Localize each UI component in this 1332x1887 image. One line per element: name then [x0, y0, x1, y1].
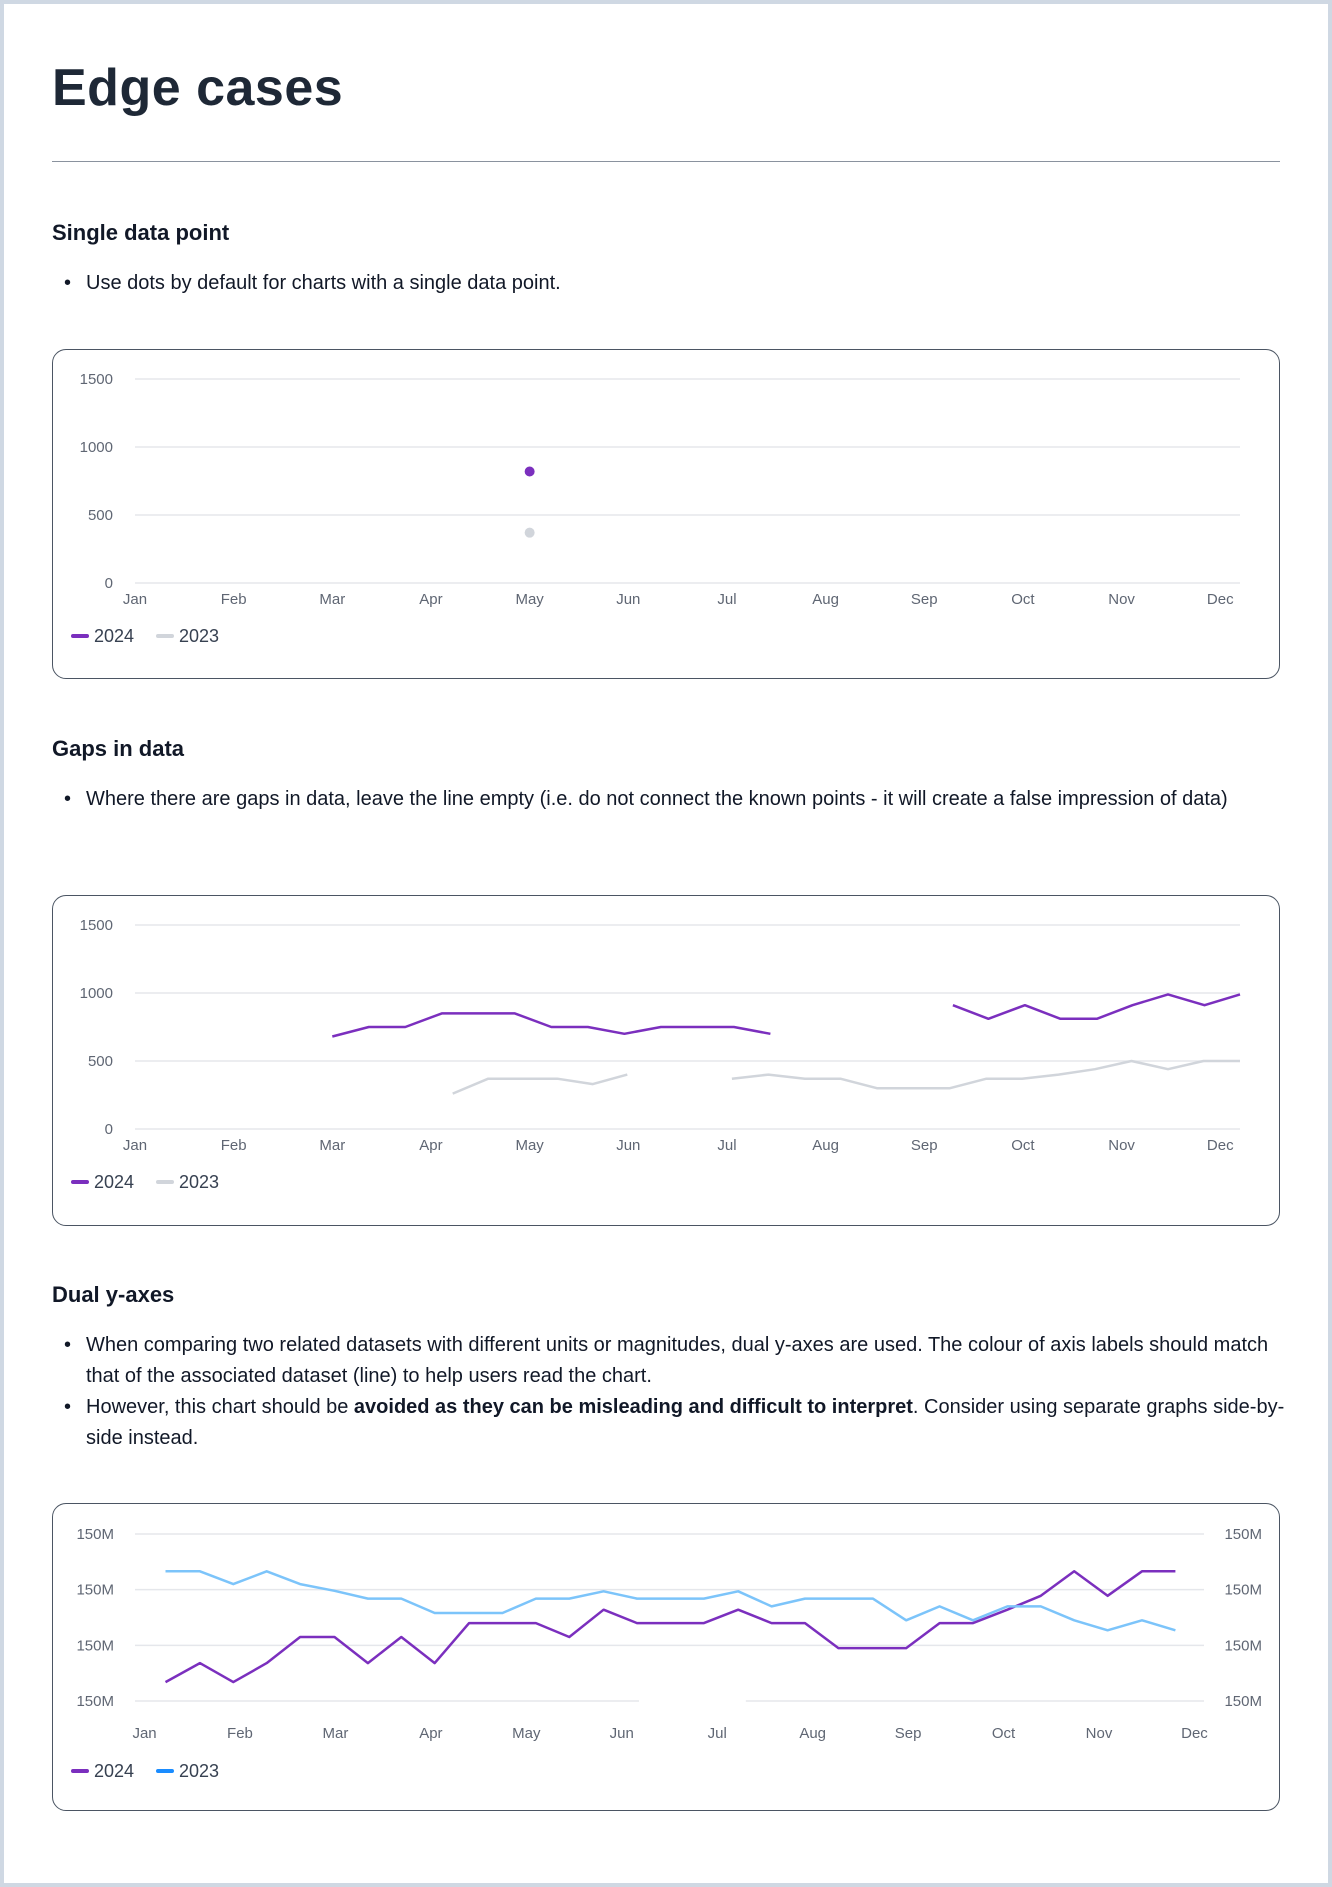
gaps-bullets: Where there are gaps in data, leave the … — [52, 784, 1292, 815]
legend-label: 2024 — [94, 1172, 134, 1192]
legend-item-2024: 2024 — [71, 1172, 134, 1192]
x-tick-label: Jan — [132, 1725, 156, 1742]
x-tick-label: Jan — [123, 591, 147, 608]
bullet: When comparing two related datasets with… — [52, 1330, 1292, 1392]
x-tick-label: Jun — [616, 591, 640, 608]
legend-item-2024: 2024 — [71, 626, 134, 646]
chart-svg: 0 500 1000 1500 Jan Feb Mar Apr May Jun Jul Aug Sep O… — [71, 371, 1240, 646]
chart-svg: 0 500 1000 1500 Jan Feb Mar Apr May Jun Jul Aug Sep O… — [71, 917, 1241, 1192]
x-tick-label: Nov — [1108, 591, 1135, 608]
x-tick-label: May — [515, 1137, 544, 1154]
x-tick-label: Nov — [1086, 1725, 1113, 1742]
x-tick-label: Aug — [812, 1137, 839, 1154]
x-tick-label: Apr — [419, 591, 442, 608]
x-tick-label: Feb — [227, 1725, 253, 1742]
x-tick-label: Dec — [1207, 1137, 1234, 1154]
x-tick-label: Jul — [717, 591, 736, 608]
y-tick-label-right: 150M — [1224, 1693, 1262, 1710]
x-tick-label: Jan — [123, 1137, 147, 1154]
x-tick-label: Mar — [319, 591, 345, 608]
divider — [52, 161, 1280, 162]
bullet-bold-text: avoided as they can be misleading and di… — [353, 1396, 913, 1418]
bullet-text: However, this chart should be — [86, 1396, 354, 1418]
y-tick-label: 0 — [105, 1121, 113, 1138]
x-tick-label: May — [512, 1725, 541, 1742]
x-tick-label: Apr — [419, 1725, 442, 1742]
legend-label: 2023 — [179, 1761, 219, 1781]
x-tick-label: May — [515, 591, 544, 608]
page: Edge cases Single data point Use dots by… — [4, 4, 1328, 1883]
bullet: Where there are gaps in data, leave the … — [52, 784, 1292, 815]
legend-item-2024: 2024 — [71, 1761, 134, 1781]
bullet: However, this chart should be avoided as… — [52, 1392, 1292, 1454]
series-line-2024 — [952, 993, 1241, 1021]
legend-item-2023: 2023 — [156, 626, 219, 646]
series-line-2023 — [452, 1073, 628, 1095]
legend-item-2023: 2023 — [156, 1172, 219, 1192]
x-tick-label: Dec — [1181, 1725, 1208, 1742]
y-tick-label-right: 150M — [1224, 1582, 1262, 1599]
single-point-chart: 0 500 1000 1500 Jan Feb Mar Apr May Jun Jul Aug Sep O… — [52, 349, 1280, 679]
gaps-chart: 0 500 1000 1500 Jan Feb Mar Apr May Jun Jul Aug Sep O… — [52, 895, 1280, 1226]
y-tick-label: 150M — [76, 1693, 114, 1710]
legend-label: 2024 — [94, 626, 134, 646]
chart-svg: 150M 150M 150M 150M 150M 150M 150M 150M Jan Feb Ma… — [71, 1526, 1262, 1781]
y-tick-label-right: 150M — [1224, 1637, 1262, 1654]
section-heading-single: Single data point — [52, 220, 230, 245]
x-tick-label: Sep — [895, 1725, 922, 1742]
x-tick-label: Apr — [419, 1137, 442, 1154]
legend-item-2023: 2023 — [156, 1761, 219, 1781]
y-tick-label: 500 — [88, 1053, 113, 1070]
data-point-2024 — [524, 466, 535, 477]
x-tick-label: Aug — [812, 591, 839, 608]
x-tick-label: Aug — [799, 1725, 826, 1742]
page-title: Edge cases — [52, 59, 344, 117]
bullet: Use dots by default for charts with a si… — [52, 268, 1292, 299]
section-heading-dual: Dual y-axes — [52, 1282, 175, 1307]
x-tick-label: Mar — [319, 1137, 345, 1154]
x-tick-label: Oct — [992, 1725, 1016, 1742]
y-tick-label: 0 — [105, 575, 113, 592]
series-line-2024 — [331, 1012, 771, 1038]
x-tick-label: Jul — [708, 1725, 727, 1742]
x-tick-label: Mar — [323, 1725, 349, 1742]
x-tick-label: Sep — [911, 591, 938, 608]
bullet-text: . Consider using separate graphs side-by… — [86, 1396, 1285, 1449]
dual-bullets: When comparing two related datasets with… — [52, 1330, 1292, 1454]
section-heading-gaps: Gaps in data — [52, 736, 185, 761]
x-tick-label: Oct — [1011, 591, 1035, 608]
dual-axis-chart: 150M 150M 150M 150M 150M 150M 150M 150M Jan Feb Ma… — [52, 1503, 1280, 1811]
y-tick-label: 1000 — [80, 985, 113, 1002]
y-tick-label: 150M — [76, 1637, 114, 1654]
x-tick-label: Sep — [911, 1137, 938, 1154]
x-tick-label: Dec — [1207, 591, 1234, 608]
legend-label: 2024 — [94, 1761, 134, 1781]
y-tick-label: 500 — [88, 507, 113, 524]
y-tick-label: 150M — [76, 1582, 114, 1599]
x-tick-label: Feb — [221, 1137, 247, 1154]
x-tick-label: Nov — [1108, 1137, 1135, 1154]
x-tick-label: Feb — [221, 591, 247, 608]
y-tick-label: 1500 — [80, 371, 113, 388]
y-tick-label: 1000 — [80, 439, 113, 456]
y-tick-label: 1500 — [80, 917, 113, 934]
data-point-2023 — [524, 527, 535, 538]
y-tick-label: 150M — [76, 1526, 114, 1543]
x-tick-label: Jul — [717, 1137, 736, 1154]
series-line-2024 — [164, 1570, 1176, 1684]
legend-label: 2023 — [179, 626, 219, 646]
y-tick-label-right: 150M — [1224, 1526, 1262, 1543]
x-tick-label: Jun — [616, 1137, 640, 1154]
single-bullets: Use dots by default for charts with a si… — [52, 268, 1292, 299]
x-tick-label: Oct — [1011, 1137, 1035, 1154]
x-tick-label: Jun — [610, 1725, 634, 1742]
series-line-2023 — [165, 1570, 1176, 1632]
series-line-2023 — [731, 1059, 1240, 1090]
legend-label: 2023 — [179, 1172, 219, 1192]
